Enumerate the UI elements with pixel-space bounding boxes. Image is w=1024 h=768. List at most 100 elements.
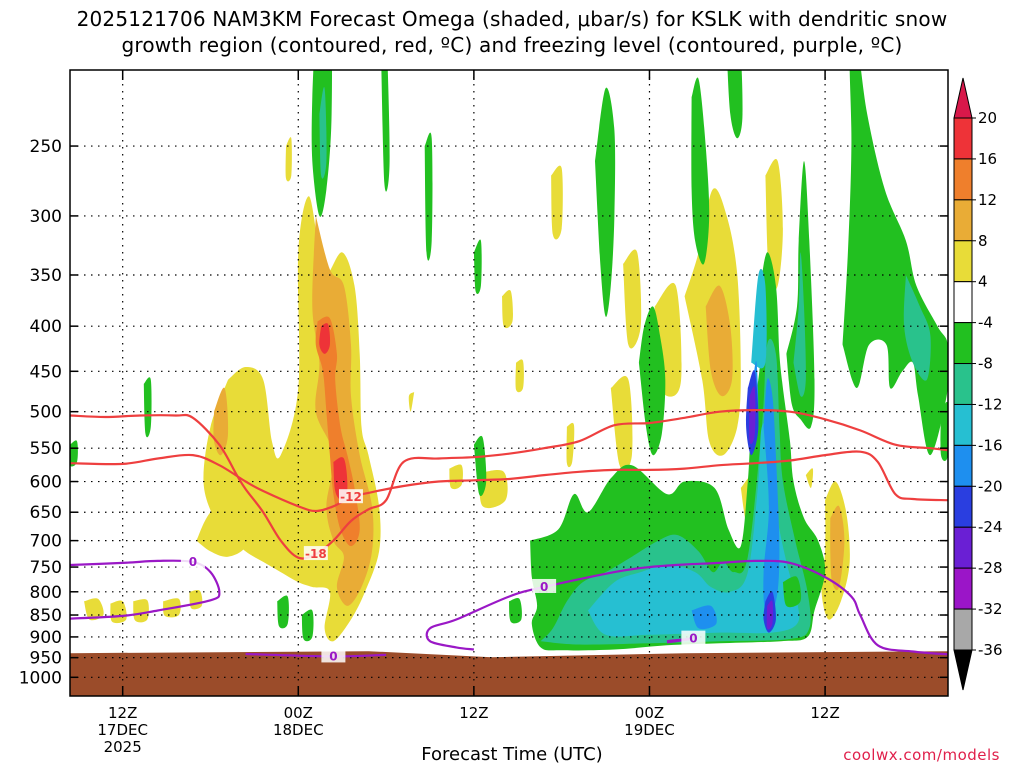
colorbar-bin-11 — [953, 567, 973, 610]
omega-region-p4-5 — [196, 494, 248, 557]
omega-region-p4-9 — [110, 600, 127, 624]
colorbar-bin-3 — [953, 240, 973, 283]
omega-region-p4-30 — [408, 392, 415, 412]
dgz-contour-label-bg-0 — [338, 489, 363, 504]
y-tick-label-500: 500 — [30, 403, 62, 423]
y-tick-label-550: 550 — [30, 439, 62, 459]
freezing-level-contour-2 — [425, 559, 948, 656]
colorbar-bin-8 — [953, 444, 973, 487]
site-credit: coolwx.com/models — [843, 746, 1000, 764]
omega-region-m4-46 — [940, 401, 948, 461]
colorbar-bin-9 — [953, 485, 973, 528]
freezing-level-contour-label-3: 0 — [689, 632, 697, 646]
colorbar-label-1: 16 — [978, 150, 997, 168]
omega-region-m12-35 — [751, 268, 767, 369]
omega-region-m4-60 — [277, 595, 289, 629]
freezing-level-contour-label-bg-3 — [681, 630, 706, 645]
chart-title-line-1: 2025121706 NAM3KM Forecast Omega (shaded… — [76, 7, 948, 31]
omega-region-p8-28 — [830, 505, 845, 591]
contours: -12 -18 0 0 0 0 — [70, 408, 948, 663]
colorbar-bin-1 — [953, 158, 973, 201]
x-tick-label-6-0: 12Z — [108, 704, 137, 722]
x-tick-label-26-0: 12Z — [459, 704, 488, 722]
y-tick-label-900: 900 — [30, 628, 62, 648]
x-axis-label: Forecast Time (UTC) — [421, 744, 603, 765]
y-tick-label-700: 700 — [30, 532, 62, 552]
colorbar-bin-5 — [953, 322, 973, 365]
omega-region-m16-41 — [691, 605, 717, 630]
y-tick-label-950: 950 — [30, 649, 62, 669]
colorbar-label-13: -36 — [978, 641, 1003, 659]
omega-region-m4-55 — [473, 239, 482, 295]
colorbar-label-7: -12 — [978, 395, 1003, 413]
x-tick-label-16-1: 18DEC — [273, 721, 324, 739]
omega-region-p4-10 — [133, 599, 149, 623]
omega-region-p4-19 — [551, 165, 563, 240]
y-tick-label-650: 650 — [30, 503, 62, 523]
omega-region-p16-3 — [319, 323, 331, 354]
colorbar-label-8: -16 — [978, 436, 1003, 454]
omega-region-p4-29 — [805, 468, 814, 488]
colorbar-bin-10 — [953, 526, 973, 569]
omega-region-m4-62 — [509, 597, 522, 624]
omega-region-m4-44 — [842, 70, 948, 456]
colorbar-bin-7 — [953, 403, 973, 446]
dgz-contour-1 — [70, 408, 948, 560]
freezing-level-contour-label-bg-1 — [321, 648, 346, 663]
omega-region-m12-33 — [588, 422, 800, 637]
freezing-level-contour-label-2: 0 — [540, 580, 548, 594]
colorbar-label-12: -32 — [978, 600, 1003, 618]
x-tick-label-6-1: 17DEC — [97, 721, 148, 739]
colorbar-label-11: -28 — [978, 559, 1003, 577]
y-tick-label-850: 850 — [30, 606, 62, 626]
x-tick-label-46-0: 12Z — [810, 704, 839, 722]
colorbar-label-6: -8 — [978, 355, 993, 373]
omega-region-p4-15 — [449, 464, 463, 490]
omega-region-m4-58 — [143, 377, 152, 438]
y-tick-label-450: 450 — [30, 362, 62, 382]
omega-region-p4-20 — [623, 249, 642, 349]
omega-region-m4-53 — [381, 70, 390, 192]
omega-region-m8-57 — [319, 86, 327, 179]
y-tick-label-300: 300 — [30, 207, 62, 227]
colorbar-bin-0 — [953, 117, 973, 160]
dgz-contour-label-bg-1 — [303, 546, 328, 561]
x-tick-label-36-0: 00Z — [635, 704, 664, 722]
x-tick-label-6-2: 2025 — [104, 738, 142, 756]
colorbar-legend: 20 16 12 8 4 -4 -8 -12 -16 -20 -24 -28 -32 -36 — [953, 77, 1003, 691]
omega-region-m24-38 — [749, 386, 756, 445]
omega-region-m4-50 — [691, 77, 710, 265]
dgz-contour-0 — [70, 450, 948, 513]
freezing-level-contour-label-1: 0 — [329, 649, 337, 663]
y-tick-label-600: 600 — [30, 473, 62, 493]
y-axis: 2503003504004505005506006507007508008509… — [19, 137, 948, 688]
omega-region-p12-2 — [315, 316, 360, 547]
freezing-level-contour-label-bg-0 — [180, 553, 205, 568]
y-tick-label-400: 400 — [30, 317, 62, 337]
omega-region-m4-48 — [595, 87, 616, 317]
omega-region-m4-54 — [424, 132, 433, 261]
y-tick-label-1000: 1000 — [19, 668, 62, 688]
omega-region-m4-49 — [638, 306, 666, 456]
y-tick-label-750: 750 — [30, 558, 62, 578]
omega-region-m8-43 — [793, 252, 806, 397]
omega-region-p4-16 — [515, 359, 524, 393]
omega-region-m4-51 — [727, 70, 743, 139]
colorbar-label-2: 12 — [978, 191, 997, 209]
colorbar-label-9: -20 — [978, 477, 1003, 495]
colorbar-label-10: -24 — [978, 518, 1003, 536]
omega-shading — [70, 70, 948, 651]
x-tick-label-16-0: 00Z — [284, 704, 313, 722]
colorbar-label-4: 4 — [978, 273, 988, 291]
colorbar-bottom-arrow — [953, 649, 973, 691]
y-tick-label-350: 350 — [30, 266, 62, 286]
colorbar-top-arrow — [953, 77, 973, 119]
colorbar-bin-12 — [953, 608, 973, 651]
colorbar-label-0: 20 — [978, 109, 997, 127]
freezing-level-contour-label-bg-2 — [532, 578, 557, 593]
omega-region-m4-52 — [473, 435, 487, 497]
omega-region-m8-45 — [903, 275, 931, 381]
omega-region-p4-12 — [189, 589, 203, 610]
